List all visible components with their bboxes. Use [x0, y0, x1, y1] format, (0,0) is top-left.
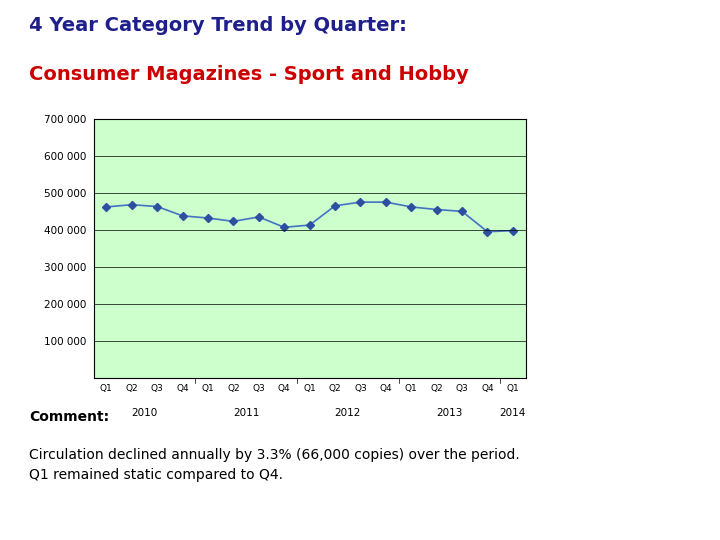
Text: 2010: 2010 — [131, 408, 158, 418]
Text: Consumer Magazines - Sport and Hobby: Consumer Magazines - Sport and Hobby — [29, 65, 469, 84]
Text: 2011: 2011 — [233, 408, 259, 418]
Text: Comment:: Comment: — [29, 410, 109, 424]
Text: 4 Year Category Trend by Quarter:: 4 Year Category Trend by Quarter: — [29, 16, 407, 35]
Text: 2012: 2012 — [335, 408, 361, 418]
Text: Circulation declined annually by 3.3% (66,000 copies) over the period.
Q1 remain: Circulation declined annually by 3.3% (6… — [29, 448, 520, 482]
Text: 2014: 2014 — [500, 408, 526, 418]
Text: 2013: 2013 — [436, 408, 462, 418]
